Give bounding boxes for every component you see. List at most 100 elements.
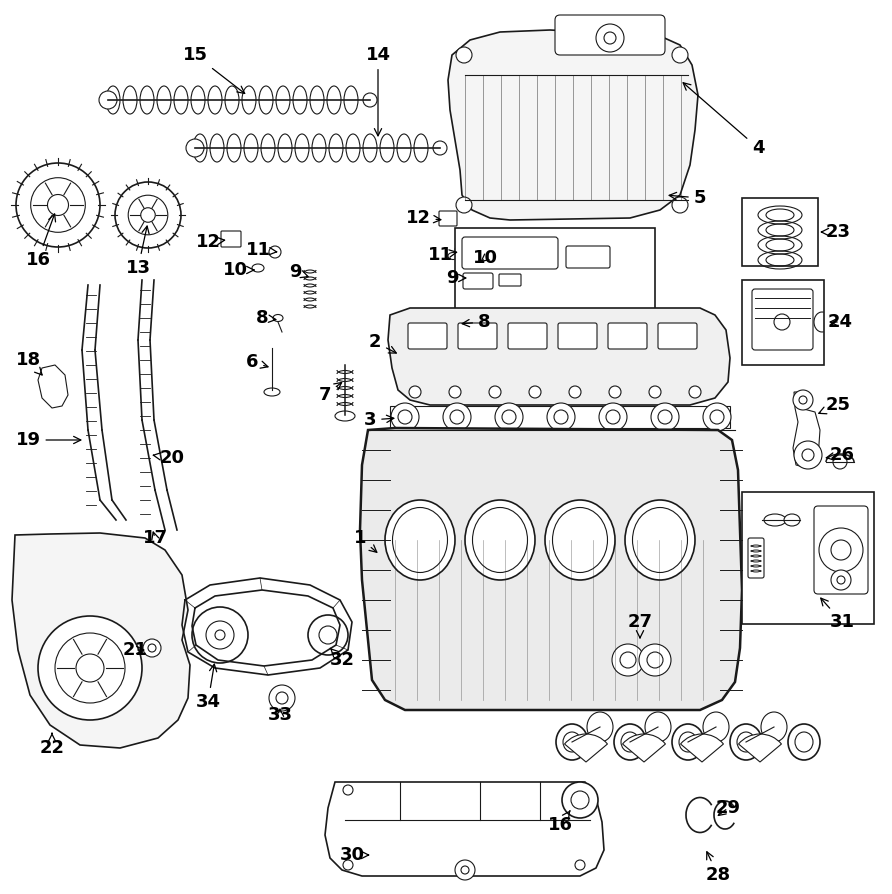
Circle shape xyxy=(456,197,472,213)
Text: 8: 8 xyxy=(462,313,491,331)
Ellipse shape xyxy=(473,258,483,266)
Text: 10: 10 xyxy=(473,249,498,267)
FancyBboxPatch shape xyxy=(658,323,697,349)
Circle shape xyxy=(363,93,377,107)
Ellipse shape xyxy=(645,712,671,742)
Text: 10: 10 xyxy=(222,261,254,279)
Circle shape xyxy=(710,410,724,424)
Circle shape xyxy=(596,24,624,52)
Circle shape xyxy=(55,633,125,703)
Ellipse shape xyxy=(346,134,360,162)
FancyBboxPatch shape xyxy=(748,538,764,578)
Ellipse shape xyxy=(276,86,290,114)
Ellipse shape xyxy=(448,252,458,259)
Circle shape xyxy=(343,860,353,870)
Circle shape xyxy=(819,528,863,572)
Ellipse shape xyxy=(380,134,394,162)
Text: 22: 22 xyxy=(39,733,64,757)
Polygon shape xyxy=(38,365,68,408)
Ellipse shape xyxy=(473,508,527,572)
Circle shape xyxy=(449,313,467,331)
Circle shape xyxy=(450,410,464,424)
Ellipse shape xyxy=(392,508,448,572)
Ellipse shape xyxy=(259,86,273,114)
Circle shape xyxy=(443,403,471,431)
Circle shape xyxy=(606,410,620,424)
Polygon shape xyxy=(325,782,604,876)
Ellipse shape xyxy=(264,388,280,396)
Circle shape xyxy=(575,860,585,870)
Circle shape xyxy=(456,47,472,63)
Circle shape xyxy=(461,866,469,874)
Circle shape xyxy=(649,386,661,398)
Circle shape xyxy=(276,692,288,704)
Text: 9: 9 xyxy=(446,269,466,287)
Text: 24: 24 xyxy=(828,313,853,331)
Circle shape xyxy=(215,630,225,640)
Text: 13: 13 xyxy=(126,226,151,277)
Ellipse shape xyxy=(563,732,581,752)
Ellipse shape xyxy=(679,732,697,752)
Ellipse shape xyxy=(227,134,241,162)
Text: 9: 9 xyxy=(289,263,308,281)
Ellipse shape xyxy=(614,724,646,760)
Text: 20: 20 xyxy=(153,449,185,467)
Text: 8: 8 xyxy=(256,309,276,327)
Text: 23: 23 xyxy=(822,223,850,241)
Ellipse shape xyxy=(632,508,688,572)
Ellipse shape xyxy=(784,514,800,526)
Wedge shape xyxy=(681,734,723,762)
Circle shape xyxy=(308,615,348,655)
Circle shape xyxy=(148,644,156,652)
Circle shape xyxy=(409,386,421,398)
Ellipse shape xyxy=(552,508,607,572)
Ellipse shape xyxy=(363,134,377,162)
Circle shape xyxy=(639,644,671,676)
FancyBboxPatch shape xyxy=(463,273,493,289)
Ellipse shape xyxy=(295,134,309,162)
Wedge shape xyxy=(739,734,781,762)
Ellipse shape xyxy=(327,86,341,114)
Circle shape xyxy=(672,47,688,63)
Circle shape xyxy=(99,91,117,109)
Ellipse shape xyxy=(140,86,154,114)
Circle shape xyxy=(128,195,168,235)
Ellipse shape xyxy=(252,264,264,272)
Text: 27: 27 xyxy=(627,613,653,637)
Ellipse shape xyxy=(273,315,283,322)
Bar xyxy=(455,228,655,323)
Ellipse shape xyxy=(761,712,787,742)
FancyBboxPatch shape xyxy=(499,274,521,286)
Circle shape xyxy=(319,626,337,644)
Circle shape xyxy=(833,455,847,469)
Ellipse shape xyxy=(293,86,307,114)
FancyBboxPatch shape xyxy=(439,211,457,226)
Circle shape xyxy=(495,403,523,431)
Ellipse shape xyxy=(737,732,755,752)
Circle shape xyxy=(76,654,104,682)
Circle shape xyxy=(575,785,585,795)
Circle shape xyxy=(647,652,663,668)
Circle shape xyxy=(658,410,672,424)
Circle shape xyxy=(529,386,541,398)
Ellipse shape xyxy=(545,500,615,580)
Ellipse shape xyxy=(210,134,224,162)
Circle shape xyxy=(609,386,621,398)
Circle shape xyxy=(192,607,248,663)
Ellipse shape xyxy=(261,134,275,162)
Circle shape xyxy=(689,386,701,398)
Circle shape xyxy=(269,246,281,258)
Text: 17: 17 xyxy=(143,529,168,547)
Text: 12: 12 xyxy=(406,209,441,227)
Ellipse shape xyxy=(556,724,588,760)
Circle shape xyxy=(16,163,100,247)
Circle shape xyxy=(612,644,644,676)
Circle shape xyxy=(115,182,181,248)
FancyBboxPatch shape xyxy=(462,237,558,269)
Text: 6: 6 xyxy=(246,353,268,371)
Circle shape xyxy=(547,403,575,431)
Ellipse shape xyxy=(788,724,820,760)
Text: 33: 33 xyxy=(268,706,293,724)
Polygon shape xyxy=(12,533,190,748)
FancyBboxPatch shape xyxy=(558,323,597,349)
